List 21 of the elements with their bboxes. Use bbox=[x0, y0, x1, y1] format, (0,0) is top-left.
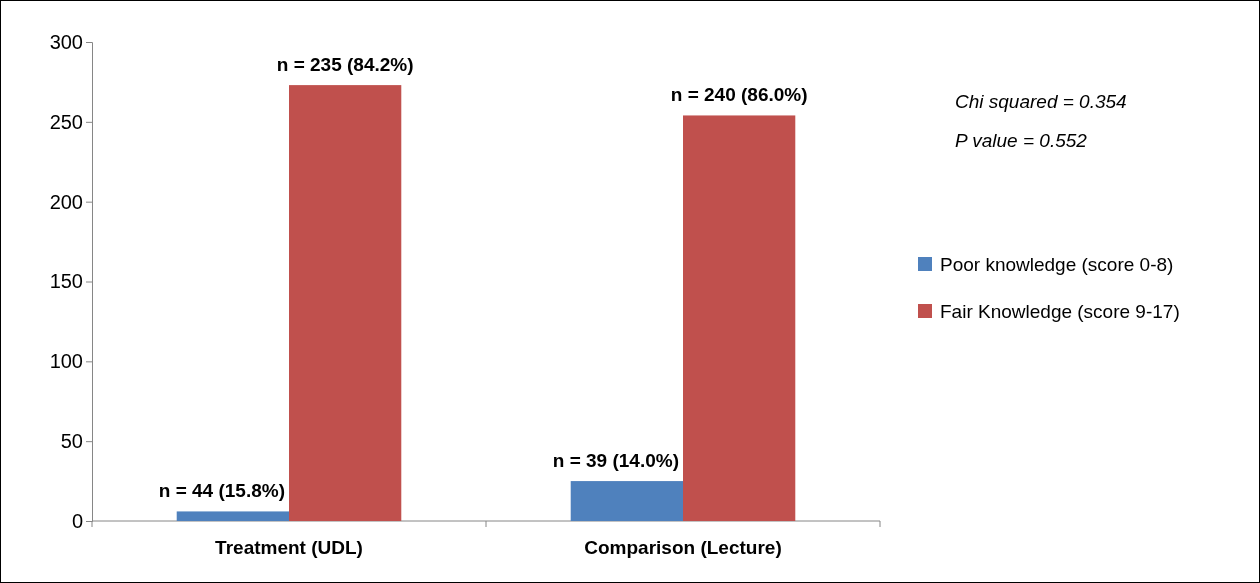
bar bbox=[570, 481, 683, 521]
y-tick-label: 150 bbox=[49, 270, 83, 293]
text: P value = 0.552 bbox=[955, 130, 1088, 151]
annotation: n = 44 (15.8%) bbox=[158, 480, 285, 502]
text: Chi squared = 0.354 bbox=[955, 91, 1127, 112]
y-tick-label: 300 bbox=[49, 30, 83, 53]
y-tick-label: 0 bbox=[71, 509, 83, 532]
legend-label: Poor knowledge (score 0-8) bbox=[940, 254, 1174, 275]
x-tick-label: Comparison (Lecture) bbox=[584, 537, 782, 559]
annotation: n = 240 (86.0%) bbox=[670, 84, 808, 106]
y-tick-label: 100 bbox=[49, 350, 83, 373]
y-tick-label: 50 bbox=[60, 430, 83, 453]
bar bbox=[176, 511, 289, 521]
x-tick-label: Treatment (UDL) bbox=[215, 537, 363, 559]
annotation: n = 39 (14.0%) bbox=[552, 450, 679, 472]
bar bbox=[289, 85, 402, 521]
y-tick-label: 200 bbox=[49, 190, 83, 213]
bar bbox=[683, 115, 796, 521]
legend-label: Fair Knowledge (score 9-17) bbox=[940, 301, 1180, 322]
y-tick-label: 250 bbox=[49, 110, 83, 133]
annotation: n = 235 (84.2%) bbox=[276, 54, 414, 76]
